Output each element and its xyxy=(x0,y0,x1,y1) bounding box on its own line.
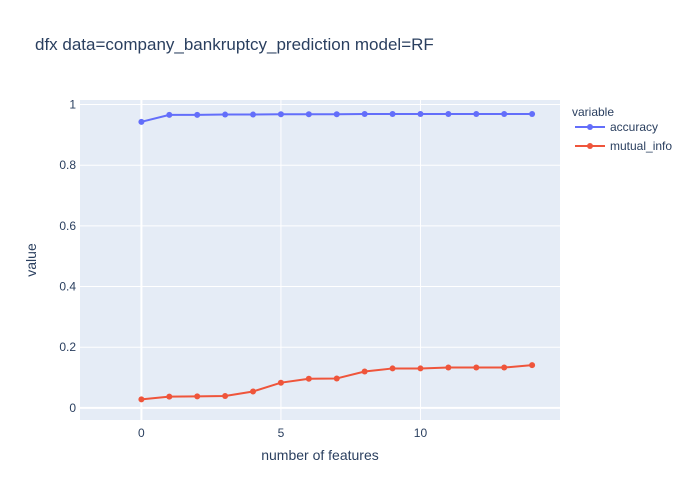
y-tick-label: 1 xyxy=(69,98,76,112)
grid-lines xyxy=(80,100,560,420)
data-point-mutual_info xyxy=(445,364,452,371)
data-point-accuracy xyxy=(250,111,257,118)
series-layer xyxy=(138,110,536,403)
data-point-mutual_info xyxy=(277,379,284,386)
data-point-accuracy xyxy=(333,111,340,118)
y-tick-label: 0.8 xyxy=(59,158,76,172)
data-point-mutual_info xyxy=(417,365,424,372)
data-point-mutual_info xyxy=(473,364,480,371)
y-tick-label: 0.6 xyxy=(59,219,76,233)
legend[interactable]: variable accuracy mutual_info xyxy=(572,105,672,153)
data-point-accuracy xyxy=(529,110,536,117)
data-point-mutual_info xyxy=(250,388,257,395)
data-point-accuracy xyxy=(417,110,424,117)
legend-item-accuracy[interactable]: accuracy xyxy=(575,120,658,134)
legend-label: mutual_info xyxy=(610,139,672,153)
data-point-accuracy xyxy=(501,110,508,117)
axis-ticks: 00.20.40.60.810 5 10 xyxy=(59,98,427,440)
x-tick-label: 0 xyxy=(138,426,145,440)
data-point-mutual_info xyxy=(222,393,229,400)
data-point-accuracy xyxy=(361,110,368,117)
legend-swatch-marker xyxy=(587,124,593,130)
data-point-accuracy xyxy=(473,110,480,117)
plot-area xyxy=(80,100,560,420)
data-point-mutual_info xyxy=(529,362,536,369)
data-point-accuracy xyxy=(166,111,173,118)
data-point-mutual_info xyxy=(333,375,340,382)
x-axis-label: number of features xyxy=(261,447,379,463)
data-point-mutual_info xyxy=(194,393,201,400)
data-point-accuracy xyxy=(138,118,145,125)
data-point-accuracy xyxy=(277,111,284,118)
data-point-accuracy xyxy=(222,111,229,118)
chart-title: dfx data=company_bankruptcy_prediction m… xyxy=(35,35,434,54)
legend-label: accuracy xyxy=(610,120,658,134)
data-point-accuracy xyxy=(305,111,312,118)
data-point-accuracy xyxy=(389,110,396,117)
data-point-mutual_info xyxy=(389,365,396,372)
legend-items[interactable]: accuracy mutual_info xyxy=(575,120,672,153)
data-point-mutual_info xyxy=(501,364,508,371)
y-tick-label: 0.2 xyxy=(59,340,76,354)
y-axis-label: value xyxy=(23,243,39,277)
x-tick-label: 5 xyxy=(278,426,285,440)
data-point-mutual_info xyxy=(361,368,368,375)
legend-title: variable xyxy=(572,105,614,119)
legend-swatch-marker xyxy=(587,143,593,149)
data-point-mutual_info xyxy=(305,375,312,382)
data-point-mutual_info xyxy=(166,393,173,400)
data-point-accuracy xyxy=(445,110,452,117)
data-point-accuracy xyxy=(194,111,201,118)
legend-item-mutual_info[interactable]: mutual_info xyxy=(575,139,672,153)
series-mutual_info xyxy=(138,362,536,403)
y-tick-label: 0.4 xyxy=(59,280,76,294)
series-accuracy xyxy=(138,110,536,125)
data-point-mutual_info xyxy=(138,396,145,403)
x-tick-label: 10 xyxy=(414,426,428,440)
y-tick-label: 0 xyxy=(69,401,76,415)
